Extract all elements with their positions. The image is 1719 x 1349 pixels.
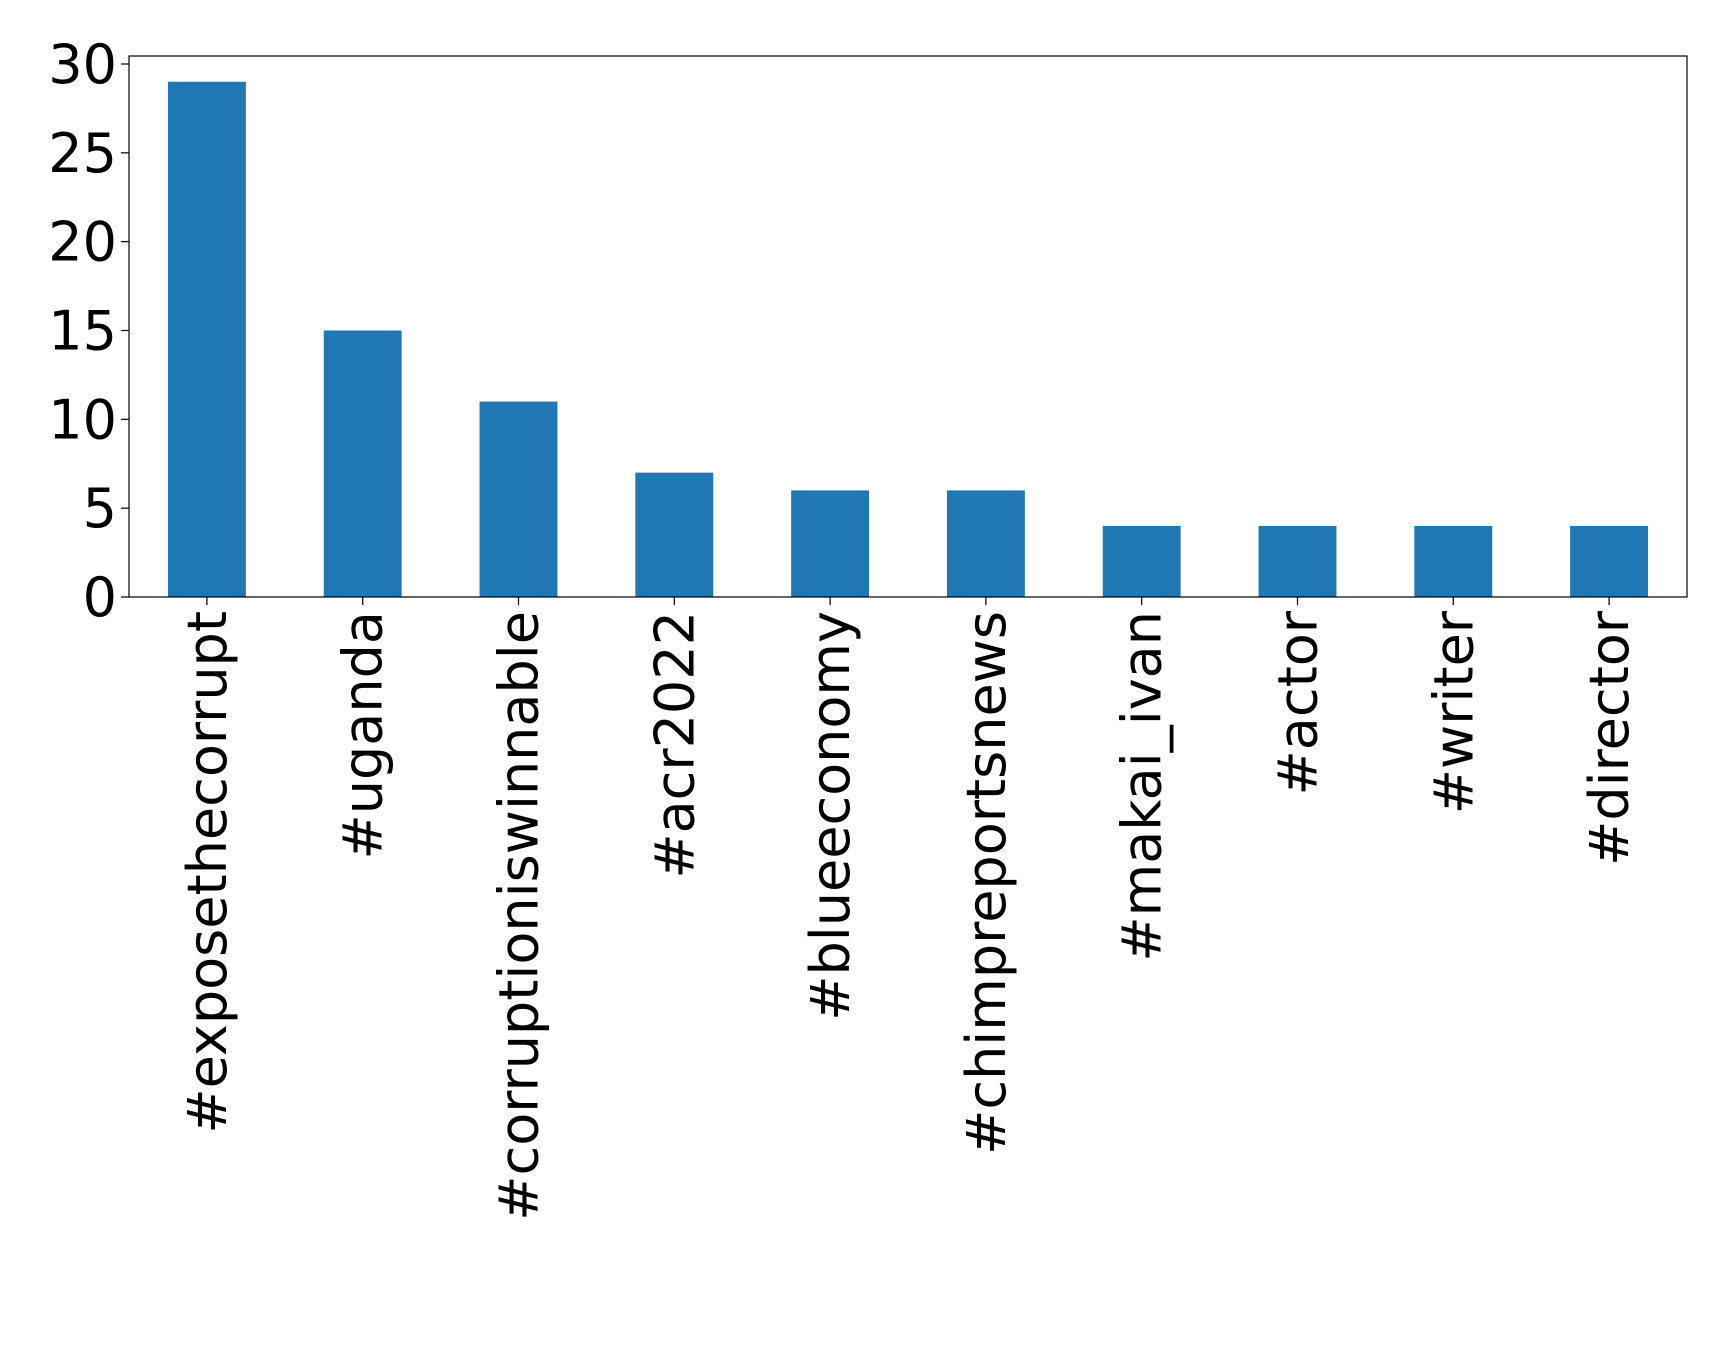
y-tick-label: 30 bbox=[48, 33, 117, 96]
bar-exposethecorrupt bbox=[167, 81, 246, 597]
x-tick-label: #corruptioniswinnable bbox=[488, 611, 551, 1221]
x-tick-label: #blueeconomy bbox=[799, 611, 862, 1021]
x-tick-label: #actor bbox=[1267, 610, 1330, 795]
y-tick-label: 15 bbox=[48, 300, 117, 363]
x-tick-label: #director bbox=[1578, 610, 1641, 866]
x-tick-label: #acr2022 bbox=[643, 611, 706, 879]
x-tick-label: #exposethecorrupt bbox=[176, 611, 239, 1134]
bar-actor bbox=[1258, 525, 1337, 597]
x-tick-label: #uganda bbox=[332, 611, 395, 859]
bar-blueeconomy bbox=[791, 490, 870, 597]
y-tick-label: 10 bbox=[48, 388, 117, 451]
x-tick-label: #chimpreportsnews bbox=[955, 611, 1018, 1155]
y-axis: 0 5 10 15 20 25 30 bbox=[48, 33, 129, 629]
x-tick-label: #writer bbox=[1422, 610, 1485, 814]
bar-acr2022 bbox=[635, 472, 714, 597]
plot-frame bbox=[128, 55, 1688, 598]
bars-layer bbox=[167, 81, 1649, 597]
bar-makai-ivan bbox=[1102, 525, 1181, 597]
bar-uganda bbox=[323, 330, 402, 597]
x-tick-label: #makai_ivan bbox=[1111, 611, 1174, 962]
bar-director bbox=[1570, 525, 1649, 597]
bar-chimpreportsnews bbox=[946, 490, 1025, 597]
x-axis: #exposethecorrupt #uganda #corruptioniswin… bbox=[176, 597, 1641, 1221]
bar-writer bbox=[1414, 525, 1493, 597]
y-tick-label: 20 bbox=[48, 211, 117, 274]
y-tick-label: 5 bbox=[83, 477, 117, 540]
y-tick-label: 0 bbox=[83, 566, 117, 629]
bar-corruptioniswinnable bbox=[479, 401, 558, 597]
y-tick-label: 25 bbox=[48, 122, 117, 185]
